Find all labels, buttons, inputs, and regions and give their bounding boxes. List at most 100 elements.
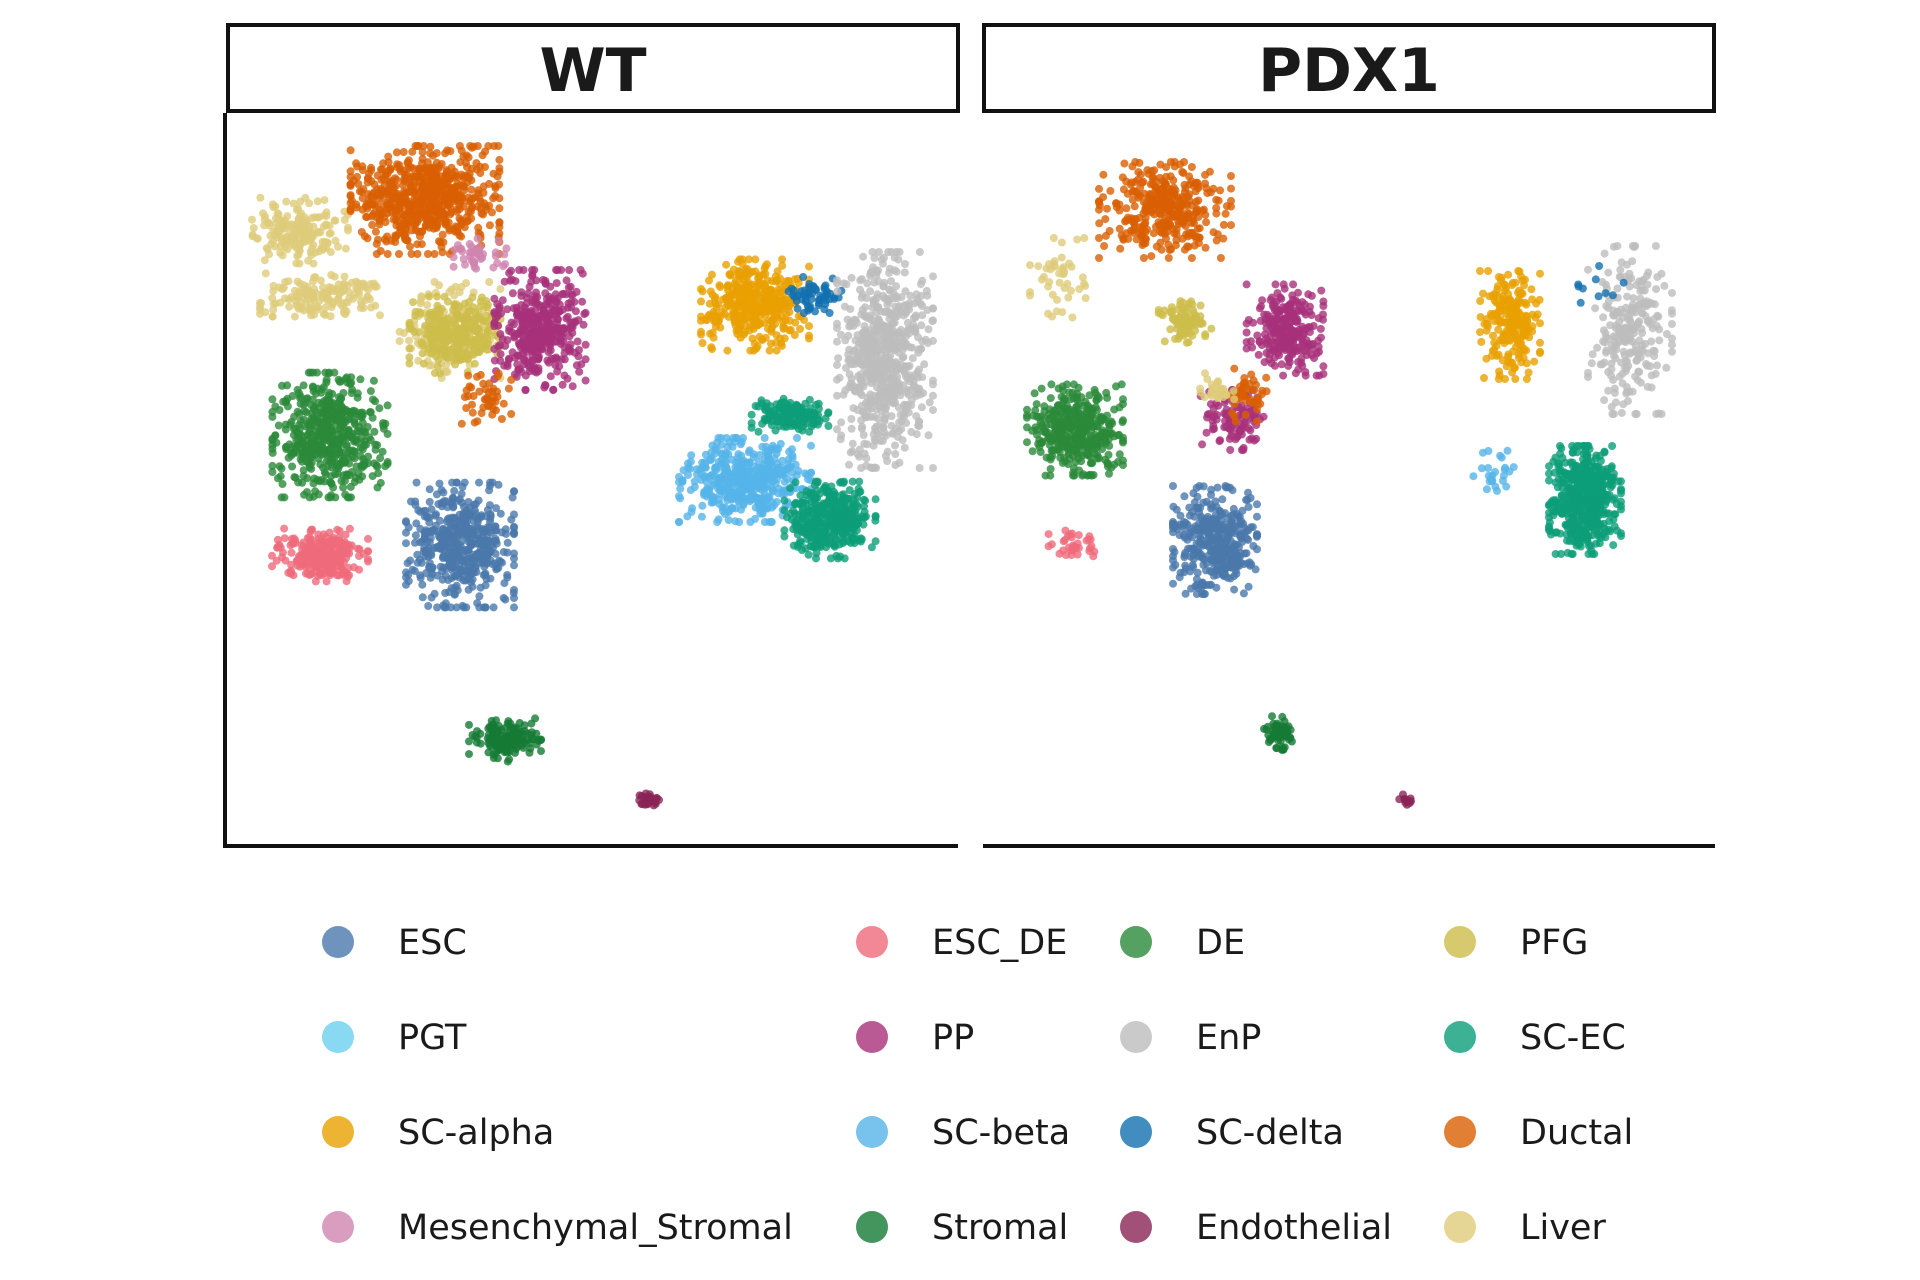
point-ductal bbox=[383, 250, 392, 258]
point-enp bbox=[908, 343, 917, 352]
point-esc bbox=[482, 535, 491, 544]
point-enp bbox=[881, 410, 890, 418]
point-liver bbox=[313, 213, 322, 222]
point-esc bbox=[418, 580, 427, 589]
point-mesenchymal-stromal bbox=[474, 246, 483, 255]
point-enp bbox=[908, 354, 917, 363]
point-enp bbox=[848, 439, 857, 448]
point-enp bbox=[882, 340, 891, 349]
point-pp bbox=[565, 266, 574, 274]
point-sc-alpha bbox=[697, 297, 705, 306]
point-pfg bbox=[484, 340, 493, 349]
point-esc bbox=[448, 566, 457, 575]
point-liver bbox=[320, 211, 329, 220]
point-ductal bbox=[397, 198, 406, 207]
point-esc-de bbox=[279, 548, 287, 557]
point-sc-alpha bbox=[748, 267, 757, 276]
point-de bbox=[344, 493, 353, 502]
point-ductal bbox=[404, 156, 413, 165]
point-sc-beta bbox=[686, 457, 695, 466]
point-sc-ec bbox=[769, 411, 778, 420]
point-ductal bbox=[426, 149, 435, 158]
point-enp bbox=[895, 427, 903, 435]
point-sc-alpha bbox=[790, 275, 799, 284]
point-esc bbox=[464, 537, 473, 546]
point-de bbox=[342, 442, 351, 451]
point-sc-beta bbox=[745, 466, 754, 475]
point-enp bbox=[906, 374, 915, 382]
point-ductal bbox=[495, 218, 504, 227]
point-de bbox=[342, 373, 351, 382]
point-de bbox=[326, 445, 335, 454]
point-pp bbox=[505, 354, 513, 363]
point-sc-delta bbox=[789, 291, 798, 300]
point-enp bbox=[900, 268, 909, 277]
point-enp bbox=[889, 399, 898, 408]
point-de bbox=[275, 462, 284, 471]
point-liver bbox=[282, 197, 291, 206]
point-esc-de bbox=[322, 577, 331, 586]
point-liver bbox=[285, 302, 294, 311]
point-sc-beta bbox=[748, 490, 757, 499]
point-sc-beta bbox=[794, 466, 803, 475]
point-sc-beta bbox=[745, 446, 754, 455]
point-pp bbox=[565, 332, 574, 341]
point-esc bbox=[470, 506, 479, 515]
point-sc-beta bbox=[769, 486, 777, 495]
point-ductal bbox=[452, 207, 461, 216]
point-sc-ec bbox=[747, 410, 756, 419]
point-ductal bbox=[457, 170, 466, 179]
point-sc-beta bbox=[675, 518, 683, 526]
point-sc-ec bbox=[779, 394, 788, 403]
point-mesenchymal-stromal bbox=[489, 263, 498, 272]
point-ductal bbox=[370, 200, 379, 209]
point-enp bbox=[901, 260, 909, 268]
point-ductal bbox=[476, 370, 485, 379]
point-liver bbox=[325, 229, 334, 238]
point-sc-beta bbox=[771, 479, 780, 488]
point-ductal bbox=[430, 193, 439, 202]
point-enp bbox=[929, 336, 937, 345]
point-esc bbox=[411, 538, 419, 547]
point-sc-delta bbox=[799, 273, 808, 281]
point-pp bbox=[528, 323, 537, 332]
point-esc-de bbox=[333, 551, 342, 560]
point-enp bbox=[894, 255, 903, 264]
point-sc-alpha bbox=[716, 312, 725, 321]
point-pp bbox=[551, 290, 560, 299]
point-pp bbox=[496, 356, 505, 365]
point-esc-de bbox=[280, 524, 289, 533]
point-liver bbox=[276, 248, 285, 257]
point-enp bbox=[874, 421, 883, 430]
point-pp bbox=[527, 277, 536, 286]
point-de bbox=[277, 493, 286, 502]
point-pp bbox=[520, 311, 529, 320]
point-ductal bbox=[470, 193, 479, 202]
point-esc bbox=[471, 500, 480, 509]
point-de bbox=[275, 406, 284, 414]
point-liver bbox=[442, 361, 450, 370]
point-sc-ec bbox=[812, 554, 820, 563]
point-enp bbox=[912, 389, 920, 397]
point-esc bbox=[437, 541, 446, 550]
point-de bbox=[288, 462, 297, 471]
point-de bbox=[366, 436, 375, 444]
point-esc bbox=[460, 557, 469, 566]
point-sc-alpha bbox=[706, 329, 715, 338]
point-pfg bbox=[476, 297, 485, 306]
point-pp bbox=[517, 291, 526, 300]
point-liver bbox=[485, 278, 494, 286]
point-de bbox=[339, 389, 348, 397]
point-esc bbox=[500, 579, 509, 588]
point-ductal bbox=[377, 165, 385, 174]
point-pfg bbox=[419, 359, 428, 368]
point-sc-beta bbox=[775, 469, 784, 478]
point-ductal bbox=[479, 188, 488, 197]
point-de bbox=[350, 418, 359, 427]
point-sc-beta bbox=[807, 441, 815, 450]
point-sc-ec bbox=[802, 419, 811, 428]
point-de bbox=[347, 378, 356, 387]
point-enp bbox=[917, 403, 926, 412]
point-esc bbox=[402, 539, 410, 548]
point-liver bbox=[327, 271, 336, 279]
